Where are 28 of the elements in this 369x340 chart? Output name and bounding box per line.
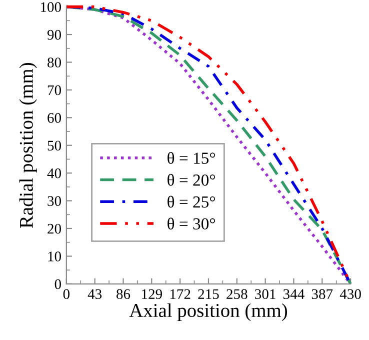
legend-label: θ = 30° — [168, 218, 216, 230]
y-tick-label: 50 — [48, 140, 62, 151]
y-tick-label: 40 — [47, 168, 62, 178]
y-tick-label: 80 — [48, 58, 62, 68]
x-tick-label: 86 — [116, 289, 130, 300]
legend-label: θ = 25° — [168, 196, 216, 208]
x-tick-label: 258 — [226, 289, 248, 300]
y-tick-label: 0 — [54, 279, 62, 290]
y-tick-label: 10 — [48, 252, 62, 262]
y-tick-label: 20 — [48, 224, 62, 234]
y-tick-label: 70 — [48, 85, 62, 96]
legend-label: θ = 15° — [168, 152, 216, 164]
y-tick-label: 30 — [48, 196, 62, 206]
legend-label: θ = 20° — [168, 174, 216, 186]
x-tick-label: 0 — [63, 289, 70, 300]
x-tick-label: 430 — [340, 289, 361, 300]
x-tick-label: 172 — [170, 289, 190, 299]
y-tick-label: 60 — [48, 113, 62, 123]
x-tick-label: 387 — [312, 289, 333, 300]
x-tick-label: 129 — [142, 289, 162, 300]
x-axis-title: Axial position (mm) — [129, 303, 288, 322]
y-tick-label: 90 — [47, 30, 62, 40]
x-tick-label: 344 — [283, 289, 304, 300]
y-axis-title: Radial position (mm) — [19, 63, 37, 228]
x-tick-label: 43 — [88, 289, 102, 300]
y-tick-label: 100 — [40, 2, 62, 12]
x-tick-label: 215 — [198, 289, 219, 300]
x-tick-label: 301 — [255, 289, 276, 300]
